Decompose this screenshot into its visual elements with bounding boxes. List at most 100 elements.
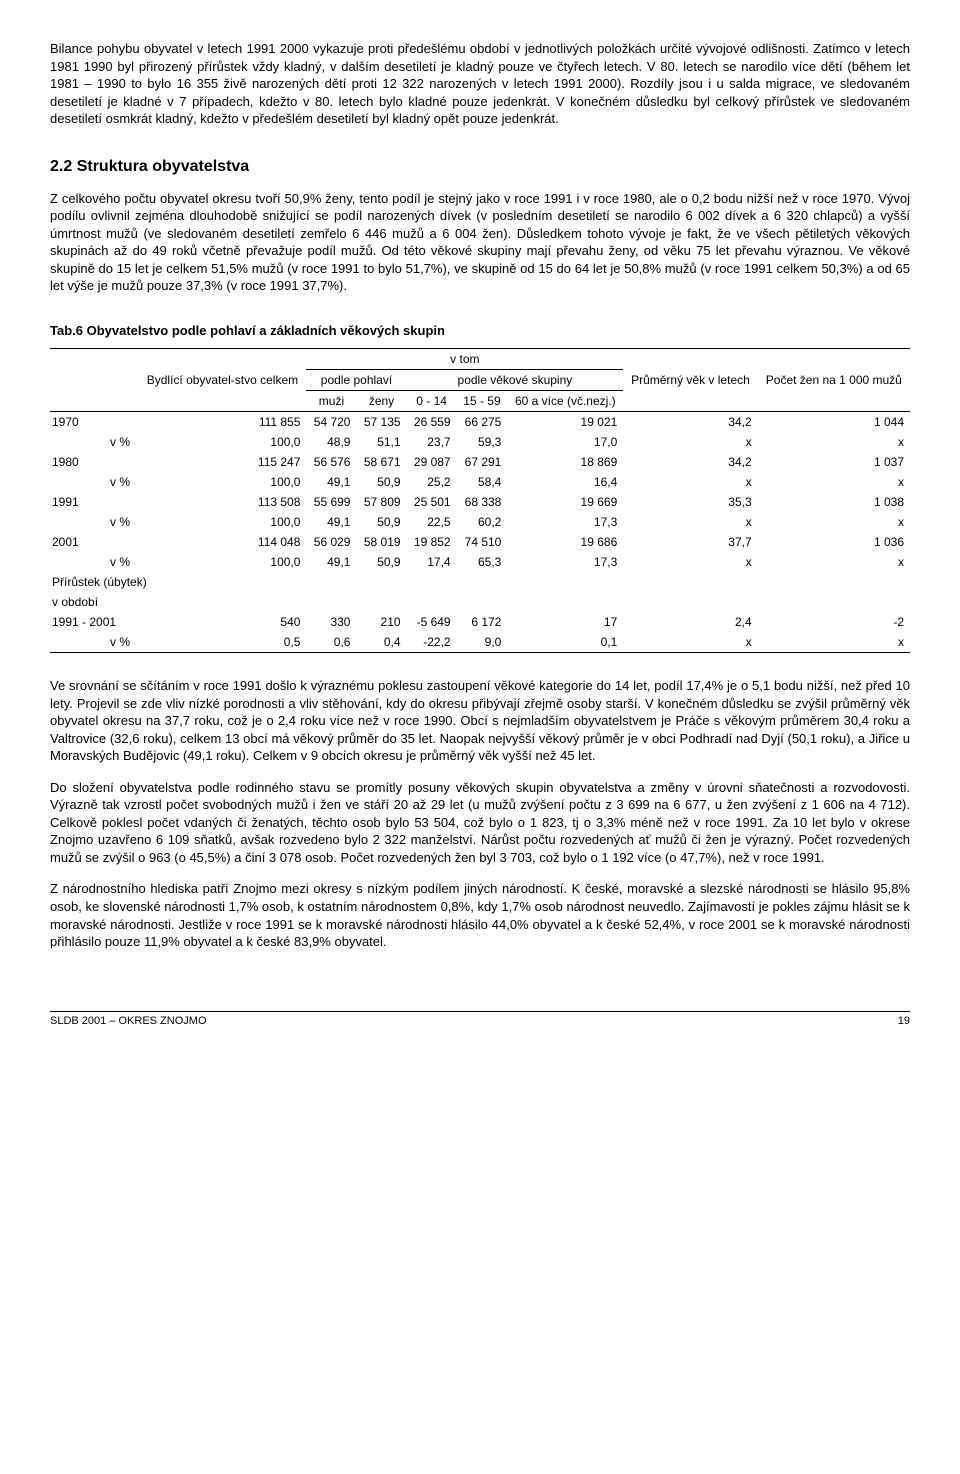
cell: 37,7 [623,532,757,552]
cell: 210 [356,612,406,632]
row-label: v % [50,632,138,653]
cell: x [623,512,757,532]
cell: 100,0 [138,432,306,452]
col-60plus: 60 a více (vč.nezj.) [507,391,623,412]
col-women-per-1000: Počet žen na 1 000 mužů [758,349,910,412]
cell: 68 338 [457,492,508,512]
paragraph-intro: Bilance pohybu obyvatel v letech 1991 20… [50,40,910,128]
cell: 25,2 [407,472,457,492]
cell: 58,4 [457,472,508,492]
cell: 67 291 [457,452,508,472]
cell: x [623,472,757,492]
footer-left: SLDB 2001 – OKRES ZNOJMO [50,1015,207,1027]
cell: 1 036 [758,532,910,552]
cell: 25 501 [407,492,457,512]
cell: 19 852 [407,532,457,552]
cell: 74 510 [457,532,508,552]
cell: 34,2 [623,452,757,472]
cell: 17,0 [507,432,623,452]
col-avg-age: Průměrný věk v letech [623,349,757,412]
table-row: 1980115 24756 57658 67129 08767 29118 86… [50,452,910,472]
table-row: v %100,049,150,917,465,317,3xx [50,552,910,572]
row-label: v % [50,472,138,492]
section-heading: 2.2 Struktura obyvatelstva [50,158,910,176]
cell: 17,3 [507,512,623,532]
cell: 100,0 [138,472,306,492]
cell: 54 720 [306,412,356,433]
col-men: muži [306,391,356,412]
table-row: v %100,048,951,123,759,317,0xx [50,432,910,452]
cell: 55 699 [306,492,356,512]
cell: 49,1 [306,472,356,492]
col-by-sex: podle pohlaví [306,370,406,391]
cell: 23,7 [407,432,457,452]
table-row: v %0,50,60,4-22,29,00,1xx [50,632,910,653]
cell: 17,3 [507,552,623,572]
table-row: 2001114 04856 02958 01919 85274 51019 68… [50,532,910,552]
cell: x [758,472,910,492]
cell: 100,0 [138,552,306,572]
cell: 57 809 [356,492,406,512]
row-label: Přírůstek (úbytek) [50,572,910,592]
cell: 26 559 [407,412,457,433]
cell: 9,0 [457,632,508,653]
cell: 19 669 [507,492,623,512]
paragraph-structure: Z celkového počtu obyvatel okresu tvoří … [50,190,910,295]
cell: 22,5 [407,512,457,532]
col-vtom: v tom [306,349,623,370]
cell: 1 037 [758,452,910,472]
col-15-59: 15 - 59 [457,391,508,412]
table-row: 1991113 50855 69957 80925 50168 33819 66… [50,492,910,512]
cell: 50,9 [356,472,406,492]
cell: 0,6 [306,632,356,653]
cell: 35,3 [623,492,757,512]
cell: 49,1 [306,512,356,532]
cell: -5 649 [407,612,457,632]
cell: x [758,512,910,532]
cell: 34,2 [623,412,757,433]
cell: x [623,432,757,452]
cell: 0,4 [356,632,406,653]
cell: 50,9 [356,552,406,572]
cell: x [623,632,757,653]
cell: 48,9 [306,432,356,452]
cell: 100,0 [138,512,306,532]
cell: 16,4 [507,472,623,492]
cell: 17 [507,612,623,632]
paragraph-nationality: Z národnostního hlediska patří Znojmo me… [50,880,910,950]
cell: 2,4 [623,612,757,632]
cell: 0,5 [138,632,306,653]
cell: x [758,632,910,653]
cell: 330 [306,612,356,632]
cell: 1 044 [758,412,910,433]
cell: 18 869 [507,452,623,472]
cell: 19 021 [507,412,623,433]
population-table: Bydlící obyvatel-stvo celkem v tom Průmě… [50,348,910,653]
cell: 56 029 [306,532,356,552]
cell: 49,1 [306,552,356,572]
cell: 58 019 [356,532,406,552]
row-label: v období [50,592,910,612]
cell: 17,4 [407,552,457,572]
table-title: Tab.6 Obyvatelstvo podle pohlaví a zákla… [50,323,910,338]
col-by-age: podle věkové skupiny [407,370,624,391]
row-label: v % [50,552,138,572]
paragraph-marital: Do složení obyvatelstva podle rodinného … [50,779,910,867]
col-total: Bydlící obyvatel-stvo celkem [138,349,306,412]
cell: x [623,552,757,572]
table-row: 1991 - 2001540330210-5 6496 172172,4-2 [50,612,910,632]
paragraph-comparison: Ve srovnání se sčítáním v roce 1991 došl… [50,677,910,765]
row-label: 1970 [50,412,138,433]
cell: x [758,432,910,452]
row-label: 1980 [50,452,138,472]
cell: 57 135 [356,412,406,433]
cell: 115 247 [138,452,306,472]
cell: 60,2 [457,512,508,532]
cell: 50,9 [356,512,406,532]
cell: 540 [138,612,306,632]
row-label: 1991 [50,492,138,512]
cell: 6 172 [457,612,508,632]
footer-right: 19 [898,1015,910,1027]
page-footer: SLDB 2001 – OKRES ZNOJMO 19 [50,1011,910,1027]
cell: 113 508 [138,492,306,512]
